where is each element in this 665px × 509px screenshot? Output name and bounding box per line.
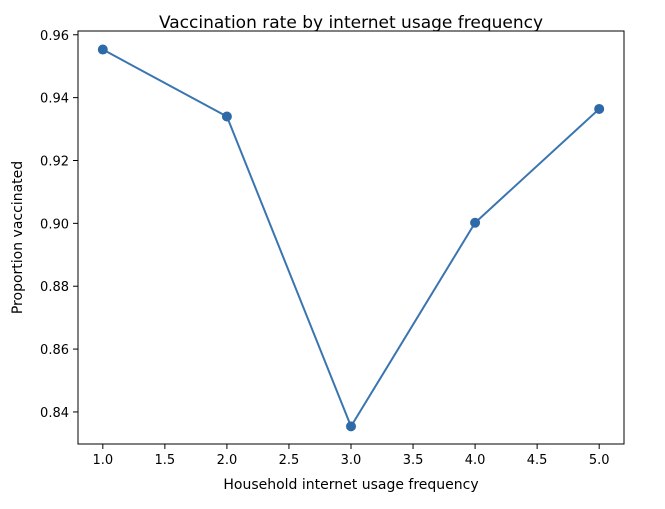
y-tick-label: 0.92 [40, 154, 69, 169]
data-point [594, 103, 605, 114]
x-tick-label: 2.5 [279, 453, 300, 468]
y-tick-label: 0.88 [40, 280, 69, 295]
y-tick-label: 0.90 [40, 217, 69, 232]
x-tick-label: 3.0 [341, 453, 362, 468]
data-point [470, 217, 481, 228]
data-point [221, 111, 232, 122]
data-point [346, 421, 356, 432]
x-tick-label: 4.0 [465, 453, 486, 468]
y-tick-label: 0.84 [40, 406, 69, 421]
x-tick-label: 5.0 [589, 453, 610, 468]
x-tick-label: 3.5 [403, 453, 424, 468]
x-axis-ticks: 1.0 1.5 2.0 2.5 3.0 3.5 4.0 4.5 5.0 [92, 444, 610, 468]
y-axis-label: Proportion vaccinated [10, 161, 26, 314]
series-layer [97, 44, 605, 432]
y-tick-label: 0.94 [40, 92, 69, 107]
chart-title: Vaccination rate by internet usage frequ… [159, 13, 543, 33]
x-tick-label: 1.0 [92, 453, 113, 468]
x-axis-label: Household internet usage frequency [223, 477, 478, 493]
y-tick-label: 0.86 [40, 343, 69, 358]
x-tick-label: 2.0 [217, 453, 238, 468]
y-tick-label: 0.96 [40, 29, 69, 44]
y-axis-ticks: 0.84 0.86 0.88 0.90 0.92 0.94 0.96 [40, 29, 78, 421]
series-line [102, 48, 600, 428]
x-tick-label: 1.5 [155, 453, 176, 468]
x-tick-label: 4.5 [527, 453, 548, 468]
data-point [97, 44, 108, 55]
plot-area-frame [77, 30, 625, 445]
